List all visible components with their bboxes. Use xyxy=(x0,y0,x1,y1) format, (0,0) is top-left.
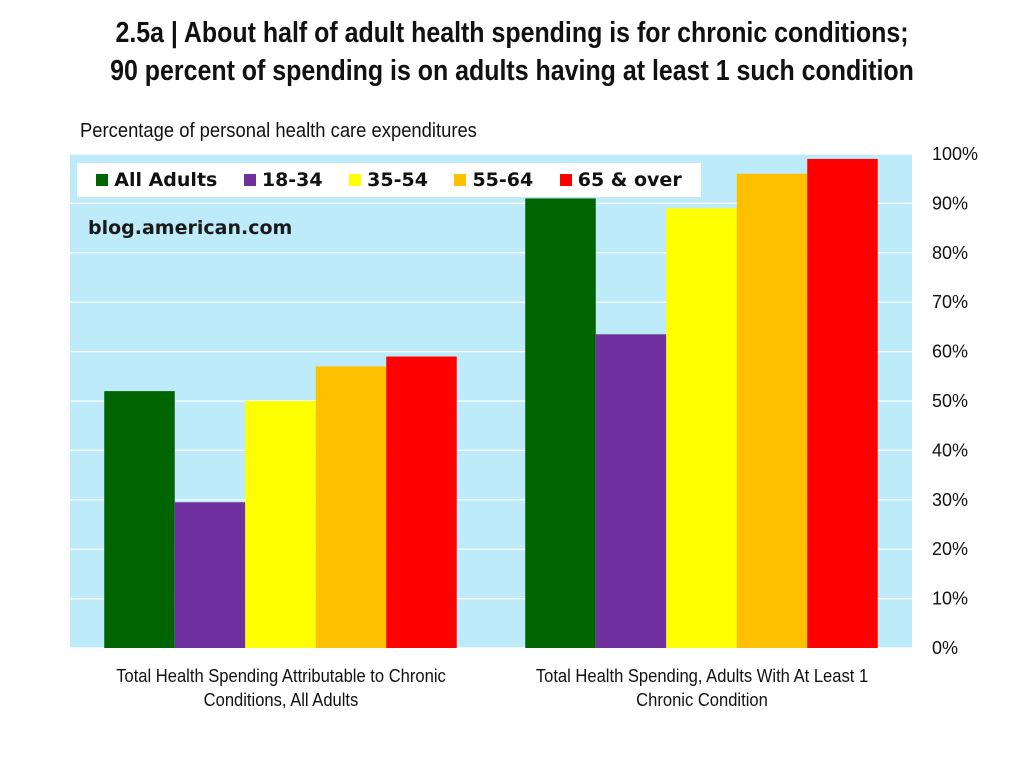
legend-item-18-34: 18-34 xyxy=(243,169,323,191)
bar-all-adults-1 xyxy=(104,391,175,648)
legend-item-all-adults: All Adults xyxy=(96,169,217,191)
y-tick-label: 50% xyxy=(932,391,968,411)
bar-35-54-2 xyxy=(666,208,737,648)
category-label-1: Total Health Spending Attributable to Ch… xyxy=(87,664,473,712)
y-tick-label: 40% xyxy=(932,440,968,460)
legend-swatch xyxy=(243,174,256,186)
legend-item-65-over: 65 & over xyxy=(559,169,682,191)
legend-label: All Adults xyxy=(114,169,218,191)
legend-label: 65 & over xyxy=(577,169,682,191)
bar-35-54-1 xyxy=(245,401,316,648)
bar-55-64-2 xyxy=(736,173,808,648)
bars xyxy=(104,158,878,648)
y-tick-label: 60% xyxy=(932,342,968,362)
category-label-line: Conditions, All Adults xyxy=(203,690,358,710)
y-tick-label: 30% xyxy=(932,490,968,510)
y-tick-label: 20% xyxy=(932,539,968,559)
chart-subtitle: Percentage of personal health care expen… xyxy=(80,120,477,142)
bar-18-34-1 xyxy=(174,502,246,648)
y-tick-label: 70% xyxy=(932,292,968,312)
category-label-line: Total Health Spending, Adults With At Le… xyxy=(535,666,868,686)
watermark: blog.american.com xyxy=(88,217,293,239)
category-label-line: Total Health Spending Attributable to Ch… xyxy=(115,666,446,686)
y-tick-label: 80% xyxy=(932,243,968,263)
bar-all-adults-2 xyxy=(525,198,596,648)
chart-title-line-2: 90 percent of spending is on adults havi… xyxy=(110,55,914,87)
bar-55-64-1 xyxy=(315,366,387,648)
legend: All Adults 18-34 35-54 55-64 65 & over xyxy=(77,163,701,197)
bar-18-34-2 xyxy=(595,334,667,648)
legend-swatch xyxy=(454,174,467,186)
legend-swatch xyxy=(349,174,362,186)
legend-label: 35-54 xyxy=(367,169,428,191)
y-axis-ticks: 0% 10% 20% 30% 40% 50% 60% 70% 80% 90% 100% xyxy=(932,144,978,658)
y-tick-label: 100% xyxy=(932,144,978,164)
legend-item-35-54: 35-54 xyxy=(349,169,428,191)
bar-65-over-1 xyxy=(386,356,457,648)
legend-swatch xyxy=(96,174,109,186)
category-label-line: Chronic Condition xyxy=(635,690,768,710)
y-tick-label: 90% xyxy=(932,193,968,213)
bar-65-over-2 xyxy=(807,158,878,648)
legend-item-55-64: 55-64 xyxy=(454,169,533,191)
chart-title: 2.5a | About half of adult health spendi… xyxy=(72,14,953,90)
chart-title-line-1: 2.5a | About half of adult health spendi… xyxy=(115,17,909,49)
legend-swatch xyxy=(559,174,572,186)
legend-label: 55-64 xyxy=(472,169,534,191)
y-tick-label: 0% xyxy=(932,638,958,658)
legend-label: 18-34 xyxy=(261,169,323,191)
y-tick-label: 10% xyxy=(932,589,968,609)
category-label-2: Total Health Spending, Adults With At Le… xyxy=(508,664,894,712)
